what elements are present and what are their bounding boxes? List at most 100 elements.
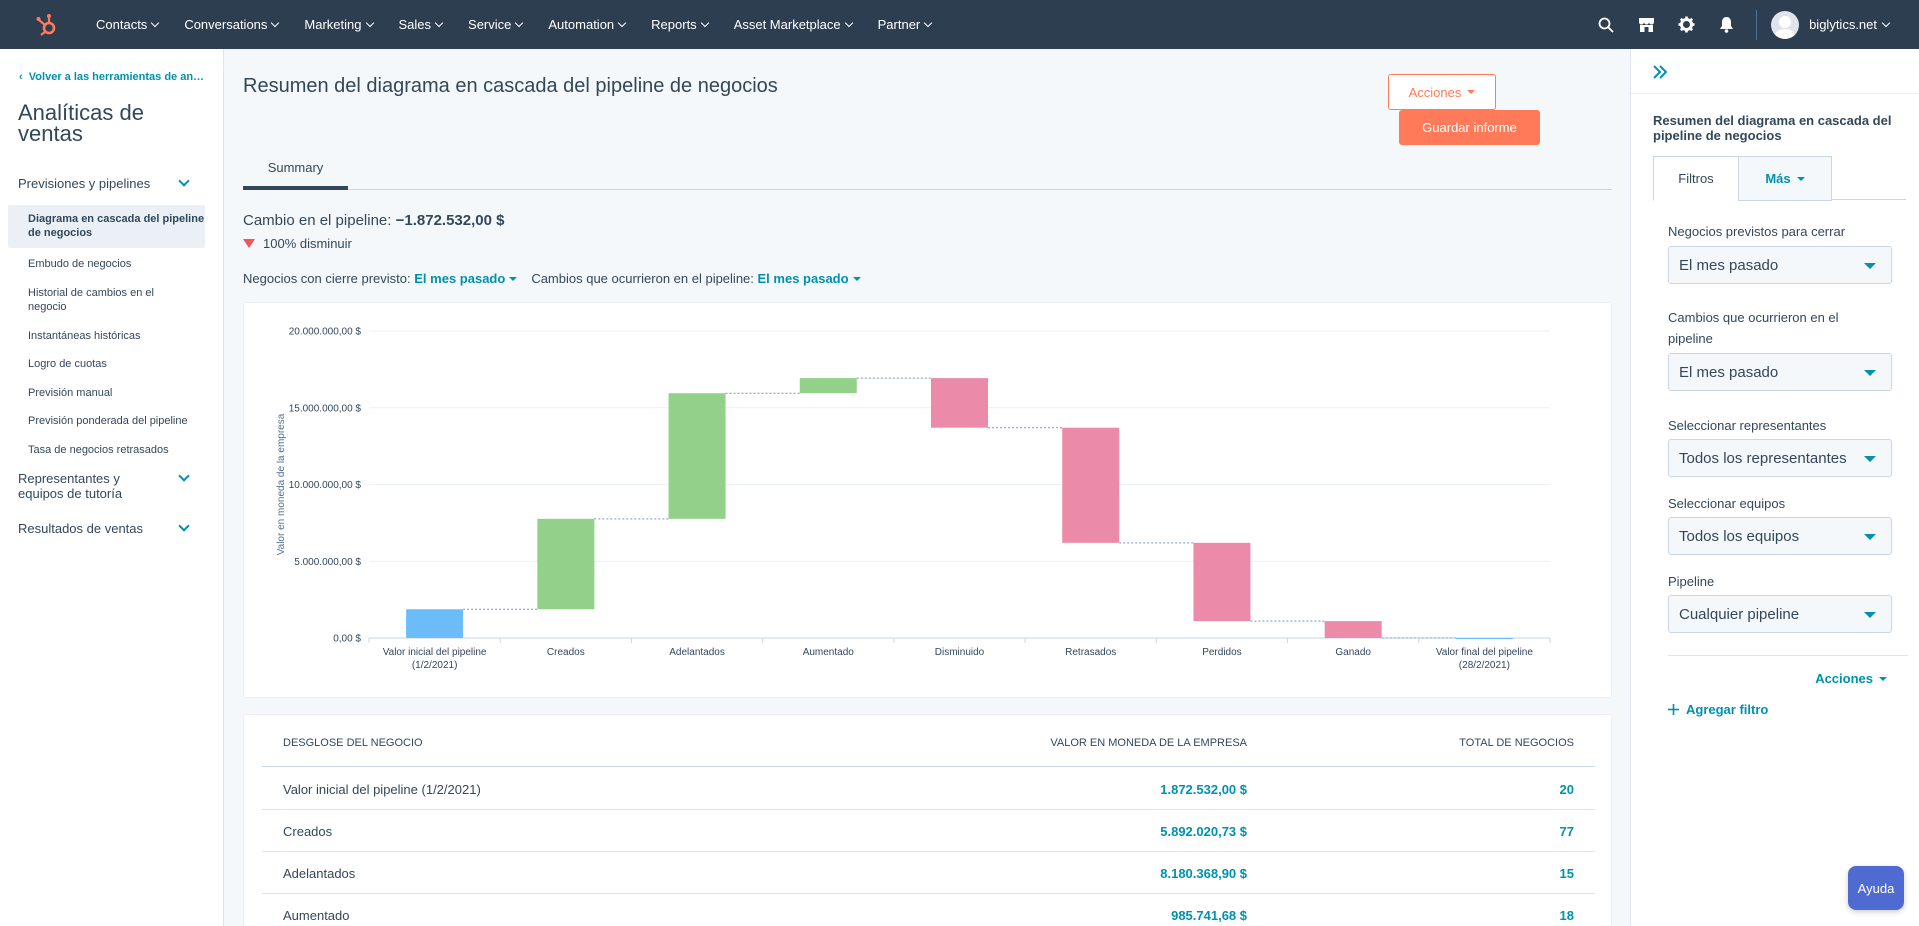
nav-menu: Contacts Conversations Marketing Sales S…	[83, 17, 944, 32]
sidebar-item-deal-funnel[interactable]: Embudo de negocios	[28, 258, 132, 270]
nav-reports[interactable]: Reports	[638, 17, 721, 32]
sidebar-item-deal-change-history[interactable]: Historial de cambios en el negocio	[28, 287, 154, 313]
pipeline-change: Cambio en el pipeline: −1.872.532,00 $	[243, 212, 504, 229]
section-label: Previsiones y pipelines	[18, 176, 151, 191]
pipeline-select[interactable]: Cualquier pipeline	[1668, 595, 1892, 633]
nav-automation[interactable]: Automation	[535, 17, 638, 32]
top-navigation: Contacts Conversations Marketing Sales S…	[0, 0, 1919, 49]
row-label: Valor inicial del pipeline (1/2/2021)	[283, 782, 481, 797]
chevron-down-icon	[178, 520, 190, 532]
waterfall-bar	[931, 378, 988, 428]
waterfall-bar	[799, 378, 857, 394]
row-value-link[interactable]: 1.872.532,00 $	[1160, 782, 1247, 797]
y-axis-label: Valor en moneda de la empresa	[276, 413, 287, 555]
collapse-panel-icon[interactable]	[1651, 63, 1671, 83]
hubspot-sprocket-icon[interactable]	[35, 13, 59, 37]
x-tick-label: Perdidos	[1202, 647, 1241, 658]
row-value-link[interactable]: 985.741,68 $	[1171, 908, 1247, 923]
nav-asset-marketplace[interactable]: Asset Marketplace	[721, 17, 865, 32]
column-header-breakdown[interactable]: DESGLOSE DEL NEGOCIO	[283, 737, 423, 749]
bell-icon[interactable]	[1706, 0, 1746, 49]
gear-icon[interactable]	[1666, 0, 1706, 49]
search-icon[interactable]	[1586, 0, 1626, 49]
actions-button[interactable]: Acciones	[1388, 74, 1496, 110]
sidebar-item-pipeline-waterfall[interactable]: Diagrama en cascada del pipeline de nego…	[8, 205, 205, 248]
chevron-down-icon	[700, 18, 709, 27]
nav-sales[interactable]: Sales	[386, 17, 456, 32]
nav-label: Contacts	[96, 17, 148, 32]
section-sales-results[interactable]: Resultados de ventas	[18, 520, 198, 536]
row-label: Aumentado	[283, 908, 350, 923]
row-count-link[interactable]: 18	[1559, 908, 1574, 923]
section-reps-teams[interactable]: Representantes y equipos de tutoría	[18, 470, 198, 501]
x-tick-label: Ganado	[1335, 647, 1371, 658]
y-tick-label: 10.000.000,00 $	[289, 480, 362, 491]
caret-down-icon	[852, 276, 861, 281]
waterfall-bar	[537, 518, 595, 610]
sidebar-item-historical-snapshots[interactable]: Instantáneas históricas	[28, 330, 141, 342]
chevron-down-icon	[434, 18, 444, 27]
marketplace-icon[interactable]	[1626, 0, 1666, 49]
filter-value: El mes pasado	[414, 271, 506, 286]
caret-down-icon	[1796, 176, 1805, 181]
sidebar-item-weighted-forecast[interactable]: Previsión ponderada del pipeline	[28, 415, 188, 427]
section-label: Resultados de ventas	[18, 521, 144, 536]
nav-conversations[interactable]: Conversations	[171, 17, 291, 32]
chevron-down-icon	[271, 18, 280, 27]
reps-select[interactable]: Todos los representantes	[1668, 439, 1892, 477]
table-row: Aumentado 985.741,68 $ 18	[262, 894, 1595, 926]
chevron-down-icon	[515, 18, 524, 27]
row-value-link[interactable]: 5.892.020,73 $	[1160, 824, 1247, 839]
nav-service[interactable]: Service	[455, 17, 535, 32]
tab-summary[interactable]: Summary	[243, 148, 348, 190]
row-value-link[interactable]: 8.180.368,90 $	[1160, 866, 1247, 881]
account-menu[interactable]: biglytics.net	[1809, 17, 1891, 32]
row-count-link[interactable]: 77	[1559, 824, 1574, 839]
sidebar-item-manual-forecast[interactable]: Previsión manual	[28, 387, 113, 399]
nav-label: Sales	[398, 17, 432, 32]
nav-label: Automation	[548, 17, 615, 32]
sidebar-item-late-deal-rate[interactable]: Tasa de negocios retrasados	[28, 444, 169, 456]
pipeline-changes-select[interactable]: El mes pasado	[1668, 353, 1892, 391]
back-link[interactable]: ‹ Volver a las herramientas de análisis	[19, 71, 209, 83]
tab-more[interactable]: Más	[1738, 156, 1832, 201]
column-header-total[interactable]: TOTAL DE NEGOCIOS	[1459, 737, 1574, 749]
nav-divider	[1756, 9, 1758, 40]
save-report-button[interactable]: Guardar informe	[1399, 110, 1540, 145]
caret-down-icon	[1864, 263, 1876, 269]
x-tick-label: Adelantados	[669, 647, 725, 658]
tab-bar: Summary	[243, 148, 1612, 190]
x-tick-label: Aumentado	[803, 647, 855, 658]
table-header: DESGLOSE DEL NEGOCIO VALOR EN MONEDA DE …	[262, 737, 1595, 767]
waterfall-bar	[1324, 621, 1382, 638]
nav-contacts[interactable]: Contacts	[83, 17, 171, 32]
waterfall-bar	[1455, 638, 1513, 639]
add-filter-button[interactable]: Agregar filtro	[1668, 702, 1768, 717]
left-sidebar: ‹ Volver a las herramientas de análisis …	[0, 49, 224, 926]
decrease-text: 100% disminuir	[263, 236, 352, 251]
filter-close-date: Negocios con cierre previsto: El mes pas…	[243, 271, 518, 286]
help-button[interactable]: Ayuda	[1848, 866, 1904, 910]
field-label: Negocios previstos para cerrar	[1668, 224, 1846, 239]
section-forecasts-pipelines[interactable]: Previsiones y pipelines	[18, 175, 198, 191]
teams-select[interactable]: Todos los equipos	[1668, 517, 1892, 555]
nav-partner[interactable]: Partner	[865, 17, 945, 32]
down-triangle-icon	[243, 239, 255, 248]
pipeline-change-label: Cambio en el pipeline:	[243, 212, 392, 229]
table-row: Creados 5.892.020,73 $ 77	[262, 810, 1595, 852]
row-count-link[interactable]: 15	[1559, 866, 1574, 881]
avatar[interactable]	[1771, 10, 1800, 39]
nav-right: biglytics.net	[1586, 0, 1919, 49]
filter-close-date-dropdown[interactable]: El mes pasado	[414, 271, 518, 286]
add-filter-label: Agregar filtro	[1686, 702, 1769, 717]
nav-marketing[interactable]: Marketing	[291, 17, 385, 32]
column-header-value[interactable]: VALOR EN MONEDA DE LA EMPRESA	[1050, 737, 1247, 749]
tab-filters[interactable]: Filtros	[1653, 156, 1739, 201]
row-count-link[interactable]: 20	[1559, 782, 1574, 797]
filter-value: El mes pasado	[757, 271, 849, 286]
chevron-down-icon	[844, 18, 853, 27]
filter-pipeline-changes-dropdown[interactable]: El mes pasado	[758, 271, 861, 286]
panel-actions-dropdown[interactable]: Acciones	[1815, 671, 1887, 686]
sidebar-item-quota-attainment[interactable]: Logro de cuotas	[28, 358, 107, 370]
close-date-select[interactable]: El mes pasado	[1668, 246, 1892, 284]
